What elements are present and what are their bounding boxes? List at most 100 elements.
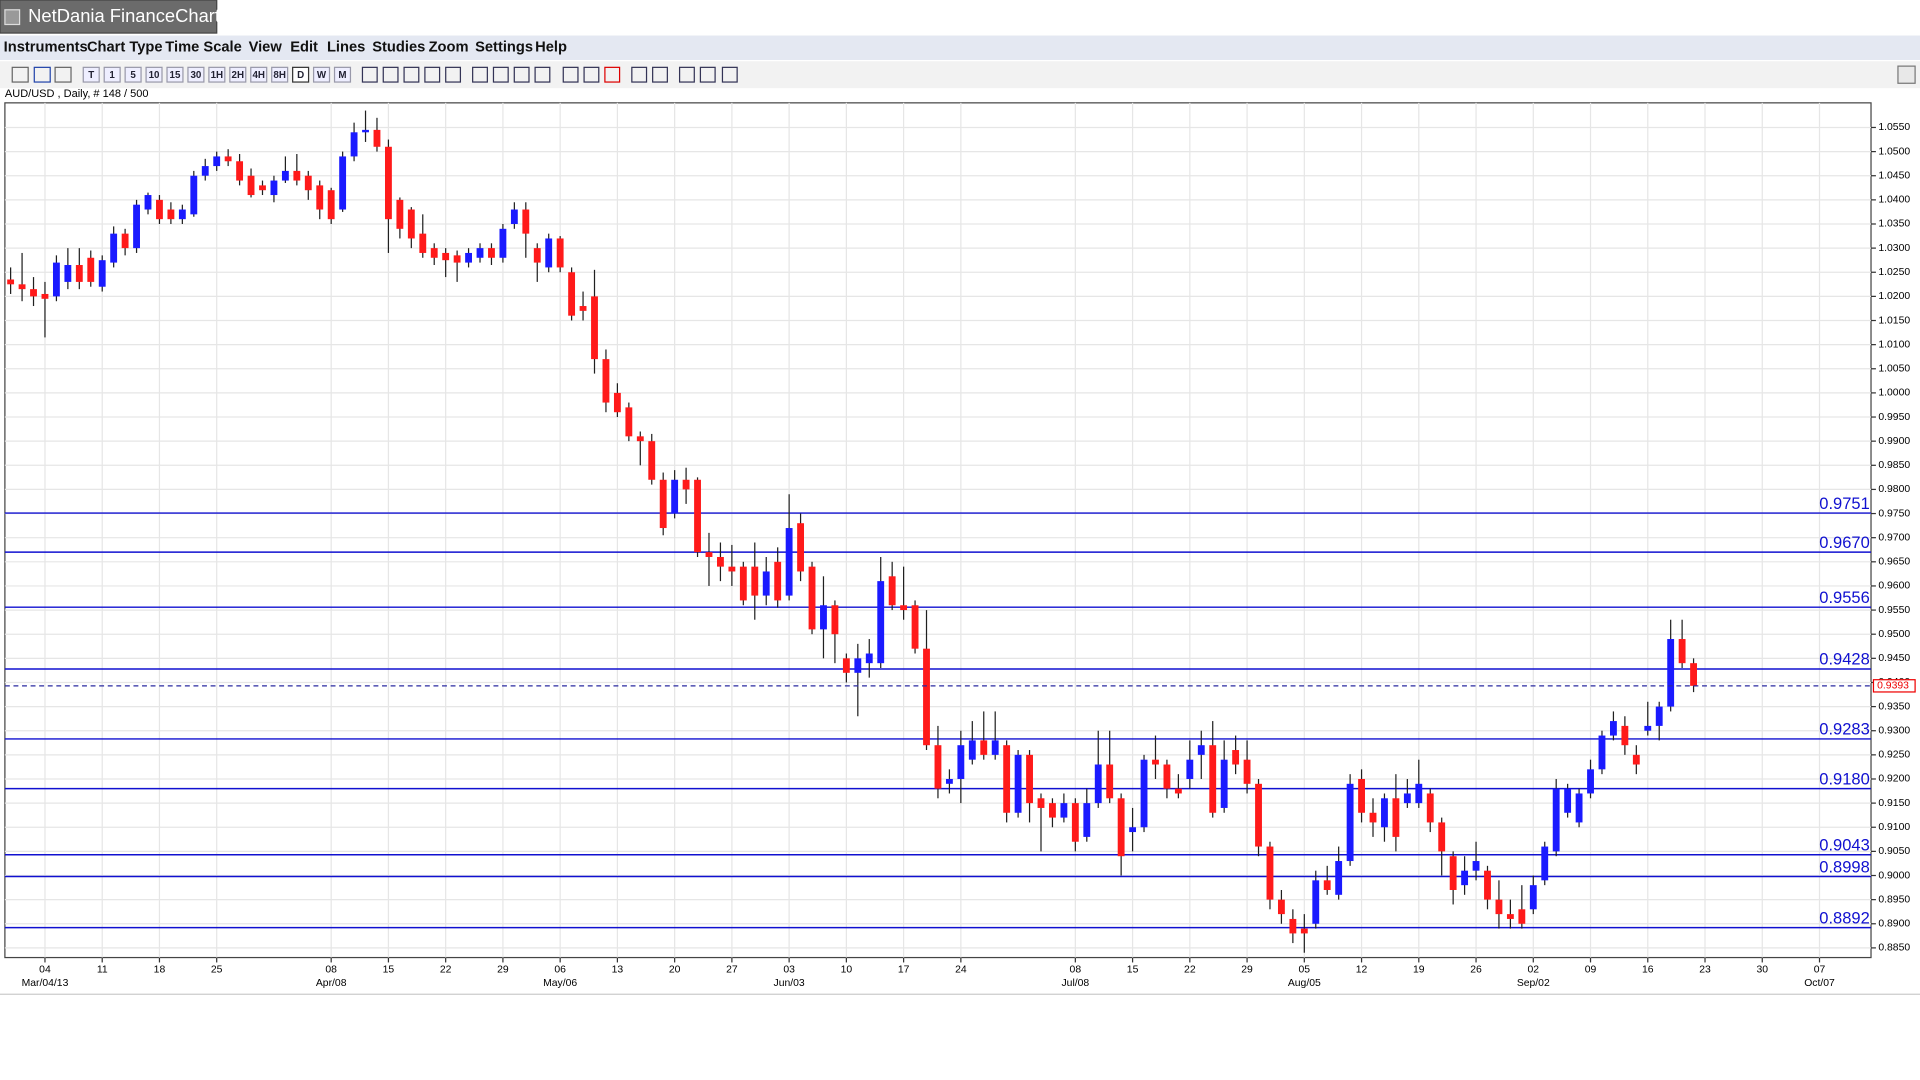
candle-body — [934, 745, 942, 789]
timeframe-button[interactable] — [82, 66, 100, 83]
tool-icon[interactable] — [652, 66, 668, 83]
timeframe-button[interactable] — [271, 66, 289, 83]
tool-icon[interactable] — [721, 66, 738, 83]
tool-icon[interactable] — [445, 66, 462, 83]
timeframe-button[interactable] — [145, 66, 163, 83]
timeframe-label: 4H — [252, 70, 265, 81]
candle-body — [1094, 764, 1102, 804]
tool-icon[interactable] — [534, 66, 551, 83]
candle-body — [87, 257, 95, 282]
y-tick-label: 0.9450 — [1878, 653, 1910, 664]
menu-item[interactable]: Settings — [475, 40, 533, 56]
tool-icon[interactable] — [382, 66, 399, 83]
x-tick-label: 07 — [1814, 965, 1826, 976]
timeframe-button[interactable] — [292, 66, 310, 83]
timeframe-button[interactable] — [103, 66, 121, 83]
tool-icon[interactable] — [361, 66, 378, 83]
candle-body — [1678, 639, 1686, 664]
candle-body — [1690, 663, 1697, 686]
timeframe-button[interactable] — [312, 66, 331, 83]
candle-body — [178, 209, 186, 220]
tool-icon[interactable] — [562, 66, 579, 83]
candle-body — [224, 156, 232, 162]
candle-body — [762, 571, 770, 596]
candle-body — [1071, 803, 1079, 842]
tool-icon[interactable] — [424, 66, 441, 83]
y-tick-label: 1.0150 — [1878, 315, 1910, 326]
timeframe-button[interactable] — [229, 66, 247, 83]
menu-item[interactable]: Help — [535, 40, 567, 56]
x-tick-label: 13 — [612, 965, 624, 976]
timeframe-button[interactable] — [333, 66, 352, 83]
menu-item[interactable]: Studies — [372, 40, 425, 56]
menu-item[interactable]: Zoom — [429, 40, 469, 56]
y-tick-label: 0.9200 — [1878, 774, 1910, 785]
menu-item[interactable]: Lines — [327, 40, 365, 56]
candle-body — [625, 407, 633, 437]
timeframe-button[interactable] — [124, 66, 142, 83]
candle-body — [213, 156, 221, 167]
candle-body — [1575, 793, 1583, 823]
x-tick-label: 12 — [1356, 965, 1368, 976]
x-tick-label: 22 — [1184, 965, 1196, 976]
menu-item[interactable]: Time Scale — [165, 40, 241, 56]
candle-body — [659, 479, 667, 529]
tool-icon[interactable] — [699, 66, 716, 83]
candle-body — [373, 129, 381, 147]
y-tick-label: 0.9900 — [1878, 436, 1910, 447]
candle-body — [18, 284, 26, 290]
candle-body — [900, 605, 908, 611]
y-tick-label: 0.9700 — [1878, 532, 1910, 543]
y-tick-label: 1.0300 — [1878, 243, 1910, 254]
timeframe-button[interactable] — [208, 66, 226, 83]
candle-body — [1621, 725, 1629, 746]
tool-icon[interactable] — [33, 66, 51, 83]
candle-body — [293, 170, 301, 181]
candle-body — [75, 265, 83, 282]
timeframe-label: 1H — [211, 70, 224, 81]
tool-icon[interactable] — [631, 66, 648, 83]
candle-body — [1449, 856, 1457, 890]
y-tick-label: 0.9800 — [1878, 484, 1910, 495]
candle-body — [648, 441, 656, 480]
tool-icon[interactable] — [583, 66, 600, 83]
app-title: NetDania FinanceChart — [28, 5, 220, 26]
panel-button[interactable] — [1897, 65, 1916, 84]
candle-body — [510, 209, 518, 224]
candle-body — [980, 740, 988, 755]
tool-icon[interactable] — [604, 66, 621, 83]
menu-item[interactable]: Chart Type — [87, 40, 163, 56]
tool-icon[interactable] — [403, 66, 420, 83]
timeframe-button[interactable] — [250, 66, 268, 83]
tool-icon[interactable] — [513, 66, 530, 83]
x-tick-label: 30 — [1756, 965, 1768, 976]
level-label: 0.9556 — [1819, 588, 1870, 607]
candle-body — [751, 566, 759, 596]
candle-body — [854, 658, 862, 673]
tool-icon[interactable] — [678, 66, 695, 83]
x-tick-label: 19 — [1413, 965, 1425, 976]
candle-body — [591, 296, 598, 360]
candle-body — [923, 648, 930, 746]
timeframe-button[interactable] — [166, 66, 184, 83]
timeframe-button[interactable] — [187, 66, 205, 83]
candle-body — [1117, 798, 1125, 857]
timeframe-label: 10 — [149, 70, 160, 81]
tool-icon[interactable] — [492, 66, 509, 83]
candle-body — [1461, 870, 1469, 886]
tool-icon[interactable] — [11, 66, 29, 83]
tool-icon[interactable] — [472, 66, 488, 83]
candle-body — [384, 146, 392, 220]
candle-body — [739, 566, 747, 601]
menu-item[interactable]: Instruments — [4, 40, 88, 56]
menu-item[interactable]: Edit — [290, 40, 318, 56]
candle-body — [110, 233, 118, 263]
y-tick-label: 0.9000 — [1878, 870, 1910, 881]
menu-item[interactable]: View — [249, 40, 283, 56]
tool-icon[interactable] — [54, 66, 72, 83]
candle-body — [1220, 759, 1228, 808]
app-tab — [0, 0, 218, 34]
candle-body — [1552, 788, 1560, 852]
level-label: 0.9428 — [1819, 650, 1870, 669]
candle-body — [613, 392, 621, 413]
